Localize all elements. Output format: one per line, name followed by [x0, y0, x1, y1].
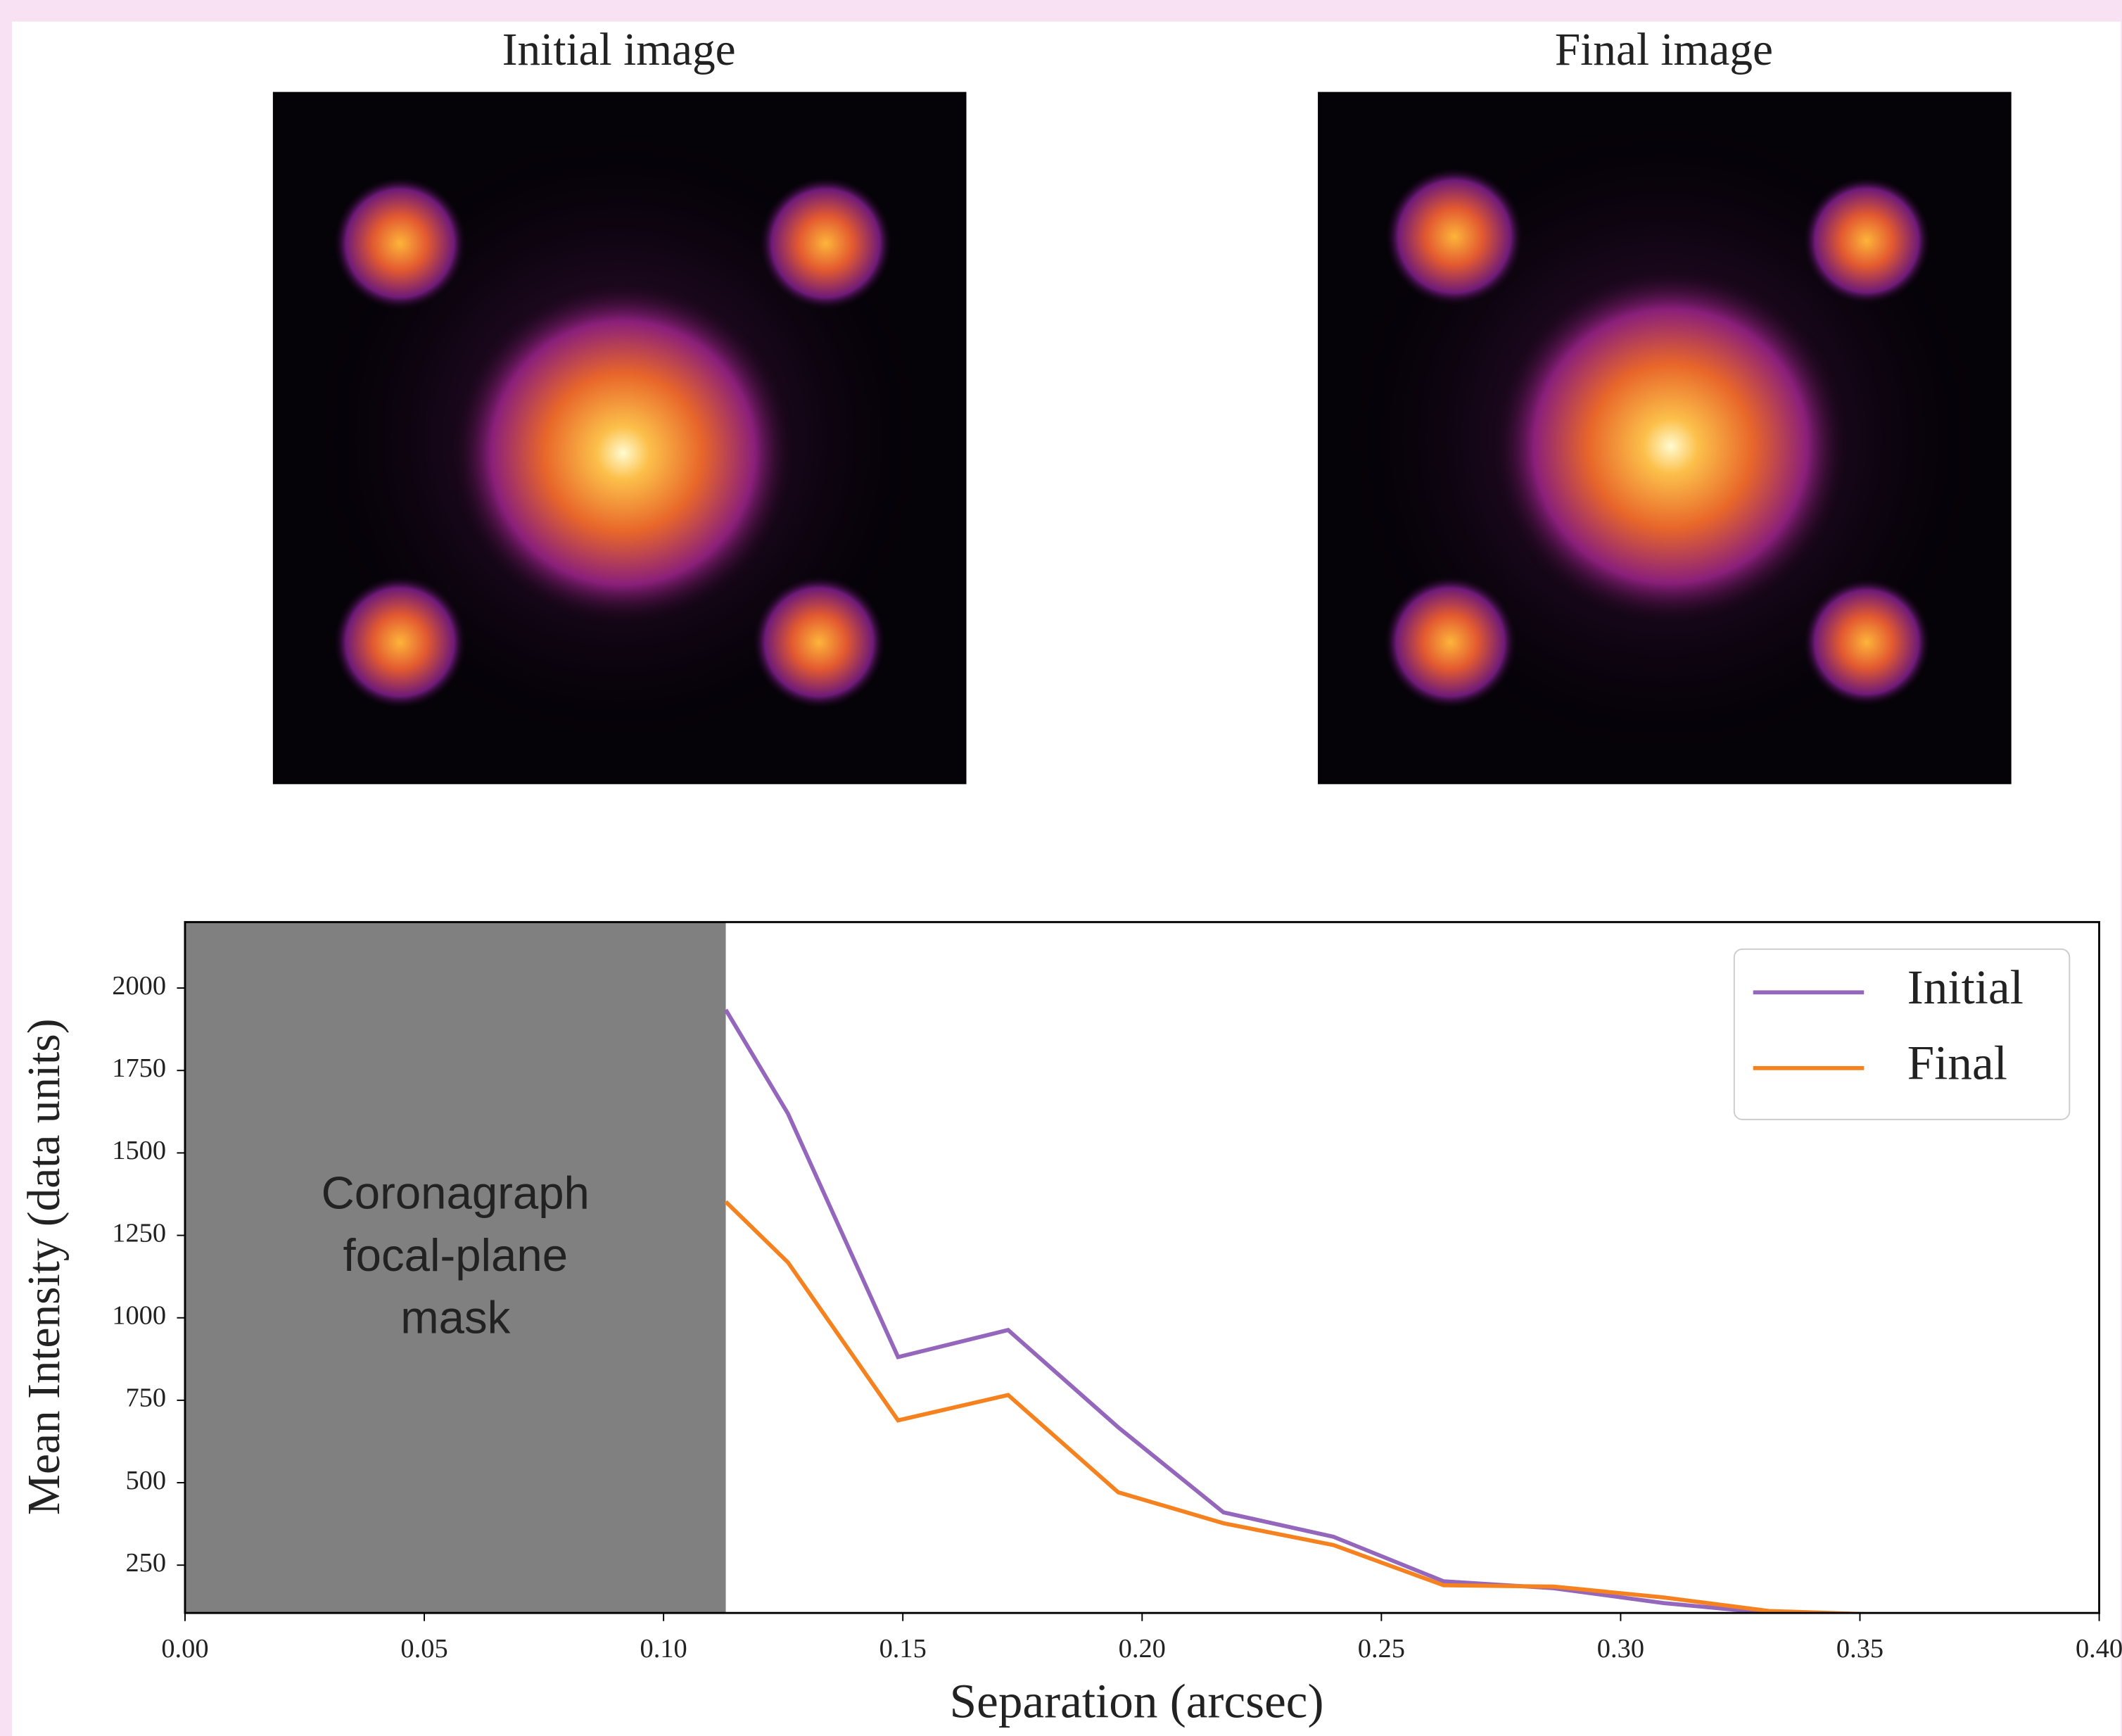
initial-image	[272, 91, 967, 785]
mask-label: mask	[400, 1291, 510, 1343]
y-tick-label: 250	[125, 1548, 166, 1578]
y-axis-label: Mean Intensity (data units)	[19, 1019, 70, 1516]
y-tick-label: 2000	[112, 971, 166, 1001]
y-tick-label: 750	[125, 1383, 166, 1413]
y-tick-label: 1750	[112, 1053, 166, 1083]
y-tick-label: 500	[125, 1466, 166, 1495]
x-tick-label: 0.10	[640, 1634, 687, 1664]
y-tick-label: 1250	[112, 1218, 166, 1248]
legend-label: Final	[1907, 1036, 2007, 1090]
x-tick-label: 0.20	[1119, 1634, 1166, 1664]
x-tick-label: 0.25	[1358, 1634, 1405, 1664]
series-line	[724, 1008, 1879, 1614]
x-tick-label: 0.00	[161, 1634, 208, 1664]
mask-label: Coronagraph	[322, 1167, 590, 1219]
legend: Initial Final	[1733, 948, 2071, 1120]
y-tick-label: 1500	[112, 1136, 166, 1165]
legend-label: Initial	[1907, 960, 2023, 1014]
x-tick-label: 0.30	[1597, 1634, 1644, 1664]
plot-lines	[724, 1008, 1879, 1614]
x-tick-label: 0.35	[1836, 1634, 1883, 1664]
x-tick-label: 0.40	[2076, 1634, 2122, 1664]
x-axis-label: Separation (arcsec)	[950, 1674, 1324, 1728]
x-tick-label: 0.15	[879, 1634, 927, 1664]
series-line	[724, 1200, 1879, 1614]
image-title: Initial image	[502, 25, 736, 75]
mask-label: focal-plane	[343, 1229, 568, 1281]
final-image	[1318, 91, 2012, 785]
x-tick-label: 0.05	[400, 1634, 447, 1664]
mask-region	[184, 922, 726, 1614]
image-title: Final image	[1555, 25, 1773, 75]
y-tick-label: 1000	[112, 1301, 166, 1331]
